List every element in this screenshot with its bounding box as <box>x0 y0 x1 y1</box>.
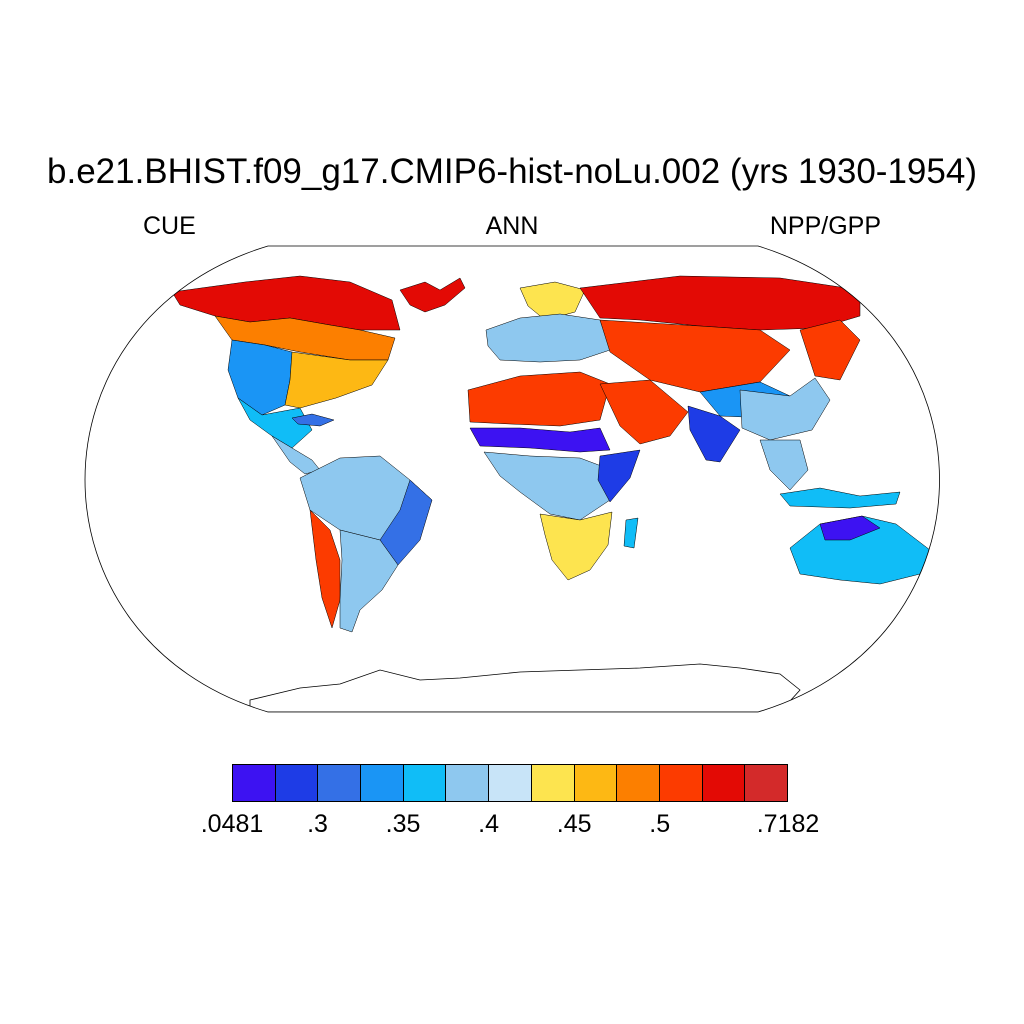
colorbar-box <box>403 765 447 801</box>
subtitle-season: ANN <box>485 212 539 240</box>
southeast-asia <box>759 439 809 491</box>
map-title: b.e21.BHIST.f09_g17.CMIP6-hist-noLu.002 … <box>47 152 977 191</box>
east-africa <box>597 449 641 503</box>
globe-boundary <box>84 245 940 713</box>
colorbar-box <box>531 765 575 801</box>
colorbar <box>232 764 788 802</box>
colorbar-label: .7182 <box>756 810 820 838</box>
antarctica-coast <box>249 663 801 712</box>
colorbar-box <box>659 765 703 801</box>
colorbar-box <box>702 765 746 801</box>
australia-north <box>819 515 881 541</box>
central-asia <box>599 319 791 393</box>
southern-africa <box>539 511 613 581</box>
greenland-coast <box>399 277 466 313</box>
colorbar-box <box>275 765 319 801</box>
sahel <box>469 427 611 453</box>
colorbar-label: .0481 <box>200 810 264 838</box>
colorbar-label: .45 <box>556 810 592 838</box>
north-america-west <box>227 339 293 416</box>
colorbar-label: .4 <box>478 810 500 838</box>
colorbar-box <box>489 765 532 801</box>
india <box>687 405 741 463</box>
subtitle-units: NPP/GPP <box>769 212 881 240</box>
colorbar-box <box>361 765 404 801</box>
china <box>739 377 831 441</box>
madagascar <box>623 517 639 549</box>
sahara <box>467 371 611 427</box>
colorbar-box <box>233 765 276 801</box>
colorbar-label: .3 <box>307 810 328 838</box>
scandinavia <box>519 281 586 321</box>
central-africa <box>483 451 613 521</box>
colorbar-box <box>617 765 660 801</box>
colorbar-box <box>745 765 787 801</box>
andes <box>309 509 341 629</box>
south-america-south <box>339 529 399 633</box>
subtitle-variable: CUE <box>143 212 196 240</box>
europe <box>485 313 611 363</box>
east-siberia <box>799 319 861 381</box>
colorbar-box <box>574 765 618 801</box>
colorbar-box <box>318 765 362 801</box>
mexico <box>237 397 313 449</box>
indonesia <box>779 487 901 509</box>
colorbar-label: .35 <box>385 810 421 838</box>
caribbean <box>291 413 335 427</box>
arabia <box>599 379 689 445</box>
colorbar-label: .5 <box>649 810 671 838</box>
colorbar-box <box>446 765 490 801</box>
north-america-east <box>284 351 389 409</box>
